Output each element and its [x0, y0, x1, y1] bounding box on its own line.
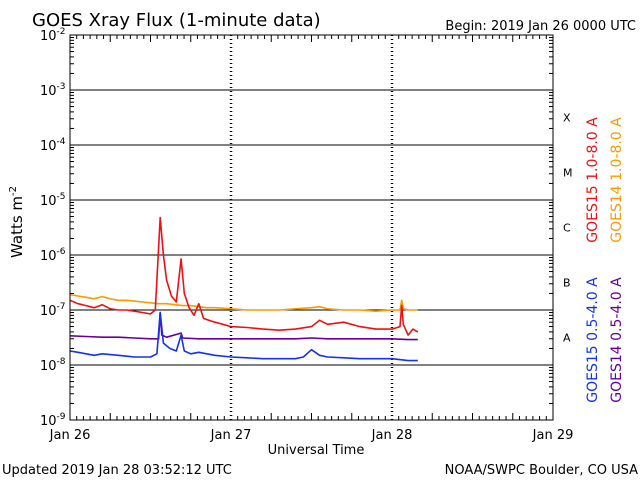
- grid-layer: [70, 35, 553, 420]
- y-tick-labels: 10-210-310-410-510-610-710-810-9: [40, 27, 66, 429]
- y-axis-label-main: Watts m: [8, 196, 26, 258]
- y-tick-mantissa: 10: [40, 304, 57, 319]
- y-tick-label: 10-7: [40, 302, 66, 319]
- y-tick-exponent: -3: [57, 82, 66, 92]
- y-tick-exponent: -2: [57, 27, 66, 37]
- y-tick-exponent: -6: [57, 247, 66, 257]
- y-axis-label: Watts m-2: [8, 186, 26, 258]
- y-tick-label: 10-5: [40, 192, 66, 209]
- credit-label: NOAA/SWPC Boulder, CO USA: [445, 463, 638, 478]
- y-tick-mantissa: 10: [40, 139, 57, 154]
- updated-timestamp: Updated 2019 Jan 28 03:52:12 UTC: [2, 463, 232, 478]
- y-axis-label-exponent: -2: [8, 186, 19, 196]
- y-tick-mantissa: 10: [40, 249, 57, 264]
- y-tick-exponent: -7: [57, 302, 66, 312]
- x-tick-label: Jan 29: [532, 428, 574, 443]
- flare-class-a: A: [563, 332, 571, 345]
- y-tick-mantissa: 10: [40, 194, 57, 209]
- x-tick-labels: Jan 26 Jan 27 Jan 28 Jan 29: [49, 428, 574, 443]
- y-tick-label: 10-9: [40, 412, 66, 429]
- series-line-2: [69, 311, 418, 341]
- y-tick-mantissa: 10: [40, 29, 57, 44]
- y-tick-exponent: -5: [57, 192, 66, 202]
- series-line-1: [69, 216, 419, 336]
- plot-frame: [69, 34, 554, 421]
- flare-class-x: X: [563, 112, 571, 125]
- x-tick-label: Jan 26: [49, 428, 91, 443]
- y-tick-exponent: -4: [57, 137, 66, 147]
- x-tick-label: Jan 27: [210, 428, 252, 443]
- y-tick-mantissa: 10: [40, 359, 57, 374]
- y-tick-label: 10-3: [40, 82, 66, 99]
- y-tick-label: 10-4: [40, 137, 66, 154]
- series-layer: [69, 216, 419, 362]
- flare-class-b: B: [563, 277, 571, 290]
- y-tick-mantissa: 10: [40, 414, 57, 429]
- chart-title: GOES Xray Flux (1-minute data): [32, 10, 321, 31]
- y-tick-exponent: -9: [57, 412, 66, 422]
- legend: GOES15 1.0-8.0 A GOES14 1.0-8.0 A GOES15 0…: [585, 117, 625, 403]
- flare-class-c: C: [563, 222, 571, 235]
- y-tick-exponent: -8: [57, 357, 66, 367]
- flare-class-labels: X M C B A: [563, 112, 573, 345]
- y-tick-label: 10-8: [40, 357, 66, 374]
- x-tick-label: Jan 28: [371, 428, 413, 443]
- x-axis-label: Universal Time: [268, 443, 365, 458]
- series-line-0: [69, 293, 418, 312]
- legend-entry-3: GOES14 0.5-4.0 A: [609, 277, 625, 403]
- y-tick-mantissa: 10: [40, 84, 57, 99]
- legend-entry-0: GOES15 1.0-8.0 A: [585, 117, 601, 243]
- y-tick-label: 10-2: [40, 27, 66, 44]
- flare-class-m: M: [563, 167, 573, 180]
- y-tick-label: 10-6: [40, 247, 66, 264]
- legend-entry-2: GOES15 0.5-4.0 A: [585, 277, 601, 403]
- series-line-3: [69, 311, 418, 362]
- begin-label: Begin: 2019 Jan 26 0000 UTC: [445, 19, 636, 34]
- legend-entry-1: GOES14 1.0-8.0 A: [609, 117, 625, 243]
